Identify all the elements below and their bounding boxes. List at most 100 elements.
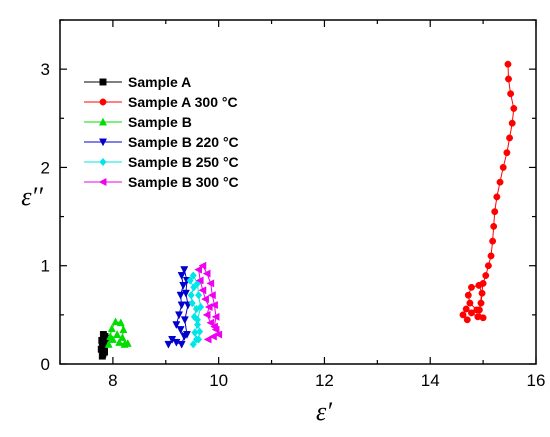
y-axis-title: ε′′ [21, 182, 43, 211]
data-point [475, 306, 483, 314]
data-point [179, 281, 188, 290]
legend-item: Sample B [84, 114, 192, 130]
data-point [104, 339, 113, 348]
data-point [202, 310, 211, 319]
data-point [510, 105, 518, 112]
data-point [164, 340, 173, 349]
series-line [462, 64, 515, 321]
data-point [210, 301, 218, 310]
data-point [504, 60, 512, 68]
legend-label: Sample B 300 °C [128, 174, 239, 190]
data-point [505, 75, 512, 83]
data-point [508, 119, 516, 127]
series-6 [194, 261, 223, 344]
data-point [207, 291, 216, 300]
data-point [462, 305, 470, 313]
legend-marker [99, 98, 107, 106]
legend-item: Sample B 250 °C [84, 154, 239, 170]
data-point [206, 318, 215, 327]
legend-label: Sample B 220 °C [128, 134, 239, 150]
data-point [180, 316, 189, 325]
data-point [193, 315, 202, 324]
plot-frame [59, 19, 537, 365]
legend-label: Sample B [128, 114, 192, 130]
data-point [172, 321, 181, 330]
data-point [491, 208, 499, 216]
data-point [468, 283, 475, 291]
x-tick-label: 10 [209, 371, 228, 390]
data-point [459, 311, 467, 319]
x-tick-label: 8 [108, 371, 117, 390]
data-point [506, 134, 514, 142]
data-point [203, 335, 212, 344]
data-point [195, 291, 203, 300]
data-point [116, 318, 125, 327]
legend-marker [98, 117, 108, 126]
data-point [195, 276, 204, 285]
data-point [507, 90, 515, 98]
data-point [499, 163, 507, 171]
data-point [119, 325, 128, 334]
data-point [198, 261, 207, 270]
data-point [189, 340, 197, 349]
data-point [108, 335, 117, 343]
data-point [182, 331, 191, 339]
legend-marker [99, 78, 107, 86]
x-tick-label: 14 [421, 371, 440, 390]
data-point [194, 265, 203, 274]
legend-item: Sample B 300 °C [84, 174, 239, 190]
data-point [99, 350, 107, 358]
data-point [479, 314, 487, 322]
data-point [201, 295, 209, 304]
data-point [484, 262, 492, 270]
data-point [176, 291, 185, 300]
data-point [187, 291, 195, 300]
legend-item: Sample A 300 °C [84, 94, 238, 110]
legend-label: Sample B 250 °C [128, 154, 239, 170]
series-4 [164, 266, 193, 349]
data-point [174, 311, 184, 320]
data-point [188, 298, 196, 308]
data-point [196, 327, 204, 336]
y-tick-label: 2 [41, 158, 50, 177]
data-point [210, 322, 218, 331]
data-point [206, 279, 215, 288]
data-point [113, 330, 122, 338]
data-point [487, 252, 495, 260]
data-point [197, 302, 205, 312]
data-point [177, 272, 186, 280]
data-point [478, 289, 486, 297]
data-point [190, 312, 198, 322]
data-point [190, 283, 198, 292]
data-point [503, 149, 511, 157]
x-tick-label: 16 [527, 371, 546, 390]
legend-marker [98, 177, 107, 187]
series-1 [97, 331, 109, 360]
data-point [115, 338, 124, 346]
data-point [177, 301, 186, 310]
legend-label: Sample A 300 °C [128, 94, 238, 110]
data-point [107, 324, 116, 333]
data-point [193, 320, 202, 329]
series-5 [186, 271, 205, 349]
data-point [479, 279, 487, 287]
data-point [181, 289, 190, 298]
x-tick-label: 12 [315, 371, 334, 390]
data-point [466, 299, 474, 307]
plot-data [97, 60, 518, 360]
legend-item: Sample A [84, 74, 191, 90]
data-point [111, 317, 120, 326]
legend-item: Sample B 220 °C [84, 134, 239, 150]
y-tick-label: 0 [41, 355, 50, 374]
legend-label: Sample A [128, 74, 191, 90]
data-point [177, 340, 186, 349]
data-point [123, 339, 132, 347]
data-point [202, 269, 211, 278]
y-tick-label: 3 [41, 60, 50, 79]
data-point [198, 286, 207, 295]
data-point [176, 326, 185, 334]
data-point [180, 266, 189, 274]
